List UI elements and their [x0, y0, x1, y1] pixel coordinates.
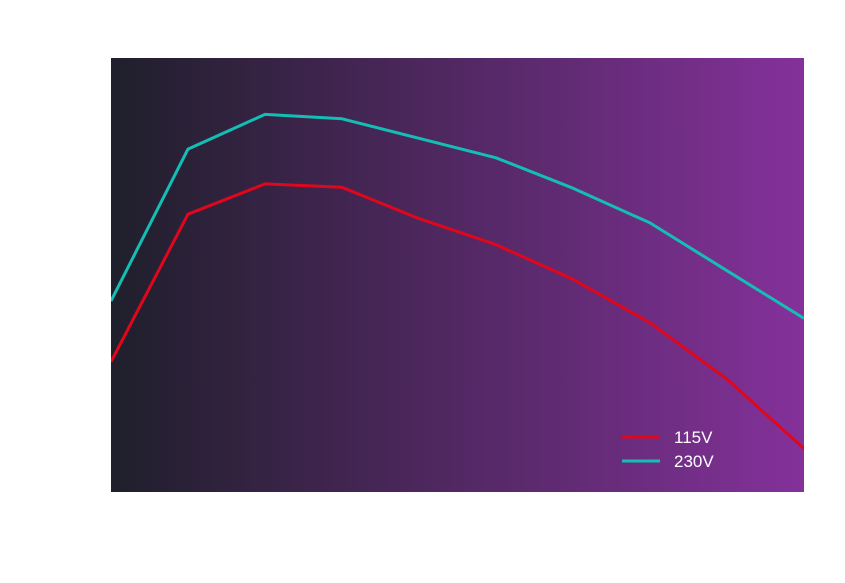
legend-label-115v: 115V — [674, 428, 713, 447]
plot-area — [111, 58, 804, 492]
series-layer — [111, 112, 804, 450]
series-line-230v — [111, 112, 804, 320]
legend: 115V 230V — [622, 428, 714, 471]
legend-label-230v: 230V — [674, 452, 714, 471]
series-line-115v — [111, 182, 804, 450]
